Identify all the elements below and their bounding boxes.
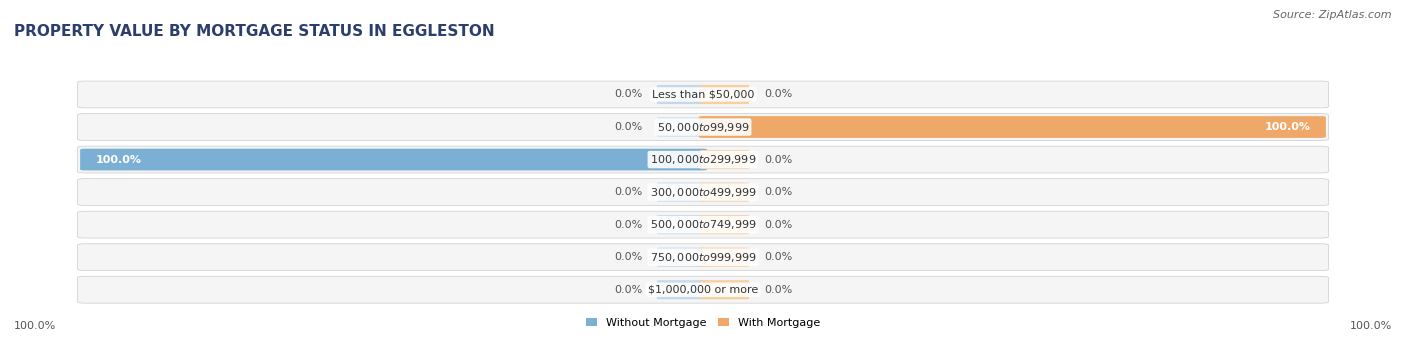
Text: Source: ZipAtlas.com: Source: ZipAtlas.com <box>1274 10 1392 20</box>
Text: 0.0%: 0.0% <box>614 285 643 295</box>
Text: $50,000 to $99,999: $50,000 to $99,999 <box>657 120 749 134</box>
Text: 0.0%: 0.0% <box>763 187 792 197</box>
Text: 0.0%: 0.0% <box>614 89 643 100</box>
Text: 100.0%: 100.0% <box>96 155 142 165</box>
Text: 0.0%: 0.0% <box>763 155 792 165</box>
Text: 100.0%: 100.0% <box>1350 321 1392 332</box>
Text: 100.0%: 100.0% <box>1264 122 1310 132</box>
Text: 100.0%: 100.0% <box>14 321 56 332</box>
Text: $750,000 to $999,999: $750,000 to $999,999 <box>650 251 756 264</box>
Text: $100,000 to $299,999: $100,000 to $299,999 <box>650 153 756 166</box>
Text: 0.0%: 0.0% <box>614 220 643 230</box>
Text: 0.0%: 0.0% <box>614 187 643 197</box>
Text: 0.0%: 0.0% <box>763 252 792 262</box>
Text: $1,000,000 or more: $1,000,000 or more <box>648 285 758 295</box>
Text: 0.0%: 0.0% <box>763 89 792 100</box>
Text: $300,000 to $499,999: $300,000 to $499,999 <box>650 186 756 199</box>
Text: 0.0%: 0.0% <box>763 220 792 230</box>
Text: PROPERTY VALUE BY MORTGAGE STATUS IN EGGLESTON: PROPERTY VALUE BY MORTGAGE STATUS IN EGG… <box>14 24 495 39</box>
Text: 0.0%: 0.0% <box>614 122 643 132</box>
Text: 0.0%: 0.0% <box>763 285 792 295</box>
Text: Less than $50,000: Less than $50,000 <box>652 89 754 100</box>
Text: $500,000 to $749,999: $500,000 to $749,999 <box>650 218 756 231</box>
Legend: Without Mortgage, With Mortgage: Without Mortgage, With Mortgage <box>582 313 824 333</box>
Text: 0.0%: 0.0% <box>614 252 643 262</box>
